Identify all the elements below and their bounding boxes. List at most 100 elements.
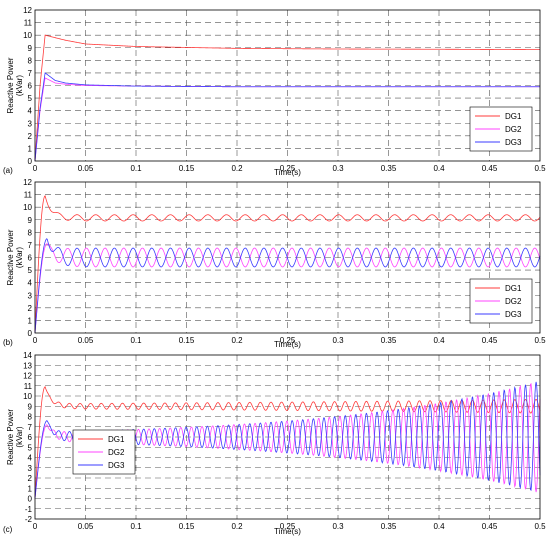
y-tick-label: 12 (23, 178, 32, 187)
panel-label: (c) (3, 525, 13, 534)
y-tick-label: 4 (28, 107, 33, 116)
legend-label-dg1: DG1 (505, 284, 522, 293)
x-tick-label: 0.2 (231, 336, 243, 345)
series-line-dg3 (34, 238, 541, 334)
legend-label-dg2: DG2 (505, 297, 522, 306)
x-tick-label: 0.3 (332, 336, 344, 345)
chart-panel-3: 0 0.05 0.1 0.15 0.2 0.25 0.3 0.35 0.4 0.45 0.5 -2-1… (3, 351, 546, 536)
x-tick-label: 0.35 (381, 522, 397, 531)
y-tick-label: 7 (28, 241, 33, 250)
y-tick-label: 10 (23, 203, 32, 212)
y-tick-label: 0 (28, 329, 33, 338)
y-tick-label: 5 (28, 266, 33, 275)
y-tick-label: 9 (28, 44, 33, 53)
x-tick-label: 0.1 (130, 336, 142, 345)
x-tick-label: 0.25 (280, 522, 296, 531)
y-tick-label: 8 (28, 413, 33, 422)
x-tick-label: 0.5 (534, 336, 546, 345)
x-tick-label: 0.2 (231, 164, 243, 173)
y-tick-label: 5 (28, 94, 33, 103)
y-tick-label: 1 (28, 144, 33, 153)
x-tick-label: 0.2 (231, 522, 243, 531)
x-tick-label: 0.05 (78, 336, 94, 345)
y-tick-label: 2 (28, 304, 33, 313)
x-tick-label: 0.5 (534, 522, 546, 531)
y-tick-label: 3 (28, 291, 33, 300)
y-tick-label: 11 (24, 19, 33, 28)
y-tick-label: -1 (25, 505, 33, 514)
y-tick-label: 6 (28, 82, 33, 91)
x-tick-label: 0 (33, 522, 38, 531)
x-axis-label: Time(s) (274, 168, 301, 177)
x-tick-label: 0.05 (78, 164, 94, 173)
y-tick-label: 7 (28, 69, 33, 78)
y-tick-label: 6 (28, 433, 33, 442)
y-tick-label: 11 (24, 382, 33, 391)
x-tick-label: 0.15 (179, 336, 195, 345)
x-tick-label: 0.15 (179, 164, 195, 173)
x-tick-label: 0.05 (78, 522, 94, 531)
x-tick-label: 0.4 (433, 164, 445, 173)
x-axis-label: Time(s) (274, 527, 301, 536)
series-line-dg1 (34, 386, 541, 499)
y-tick-label: -2 (25, 515, 33, 524)
x-tick-label: 0.3 (332, 522, 344, 531)
series-line-dg1 (34, 34, 540, 162)
y-tick-label: 12 (23, 372, 32, 381)
x-tick-label: 0.15 (179, 522, 195, 531)
y-tick-label: 14 (23, 351, 32, 360)
y-tick-label: 4 (28, 279, 33, 288)
y-tick-label: 8 (28, 56, 33, 65)
y-axis-unit: (kVar) (15, 426, 24, 448)
y-tick-label: 2 (28, 132, 33, 141)
x-tick-label: 0.25 (280, 164, 296, 173)
plot-frame (34, 9, 541, 162)
y-tick-label: 3 (28, 119, 33, 128)
panel-label: (b) (3, 338, 13, 347)
x-tick-label: 0.35 (381, 164, 397, 173)
y-tick-label: 10 (23, 392, 32, 401)
y-tick-label: 12 (23, 6, 32, 15)
x-tick-label: 0 (33, 336, 38, 345)
plot-frame (34, 354, 541, 520)
y-tick-label: 9 (28, 402, 33, 411)
chart-panel-2: 0 0.05 0.1 0.15 0.2 0.25 0.3 0.35 0.4 0.45 0.50123… (3, 178, 546, 349)
y-tick-label: 5 (28, 443, 33, 452)
series-line-dg1 (34, 195, 541, 334)
y-tick-label: 11 (24, 191, 33, 200)
legend-label-dg1: DG1 (108, 435, 125, 444)
x-tick-label: 0.5 (534, 164, 546, 173)
x-axis-label: Time(s) (274, 340, 301, 349)
y-tick-label: 9 (28, 216, 33, 225)
legend-label-dg2: DG2 (505, 125, 522, 134)
chart-panel-1: 0 0.05 0.1 0.15 0.2 0.25 0.3 0.35 0.4 0.45 0.50123… (3, 6, 546, 177)
legend-label-dg2: DG2 (108, 448, 125, 457)
y-axis-label: Reactive Power (6, 409, 15, 465)
y-tick-label: 0 (28, 157, 33, 166)
y-tick-label: 13 (23, 361, 32, 370)
x-tick-label: 0.45 (482, 522, 498, 531)
x-tick-label: 0.25 (280, 336, 296, 345)
y-tick-label: 7 (28, 423, 33, 432)
series-line-dg3 (34, 72, 540, 162)
y-tick-label: 6 (28, 254, 33, 263)
y-axis-unit: (kVar) (15, 247, 24, 269)
y-axis-unit: (kVar) (15, 75, 24, 97)
y-tick-label: 2 (28, 474, 33, 483)
x-tick-label: 0.45 (482, 164, 498, 173)
plot-frame (34, 181, 541, 334)
x-tick-label: 0.45 (482, 336, 498, 345)
y-tick-label: 10 (23, 31, 32, 40)
panel-label: (a) (3, 166, 13, 175)
legend-label-dg3: DG3 (505, 138, 522, 147)
x-tick-label: 0.1 (130, 522, 142, 531)
legend-label-dg3: DG3 (505, 310, 522, 319)
y-tick-label: 4 (28, 454, 33, 463)
x-tick-label: 0.3 (332, 164, 344, 173)
x-tick-label: 0 (33, 164, 38, 173)
legend-label-dg3: DG3 (108, 461, 125, 470)
y-axis-label: Reactive Power (6, 57, 15, 113)
y-axis-label: Reactive Power (6, 229, 15, 285)
x-tick-label: 0.4 (433, 522, 445, 531)
